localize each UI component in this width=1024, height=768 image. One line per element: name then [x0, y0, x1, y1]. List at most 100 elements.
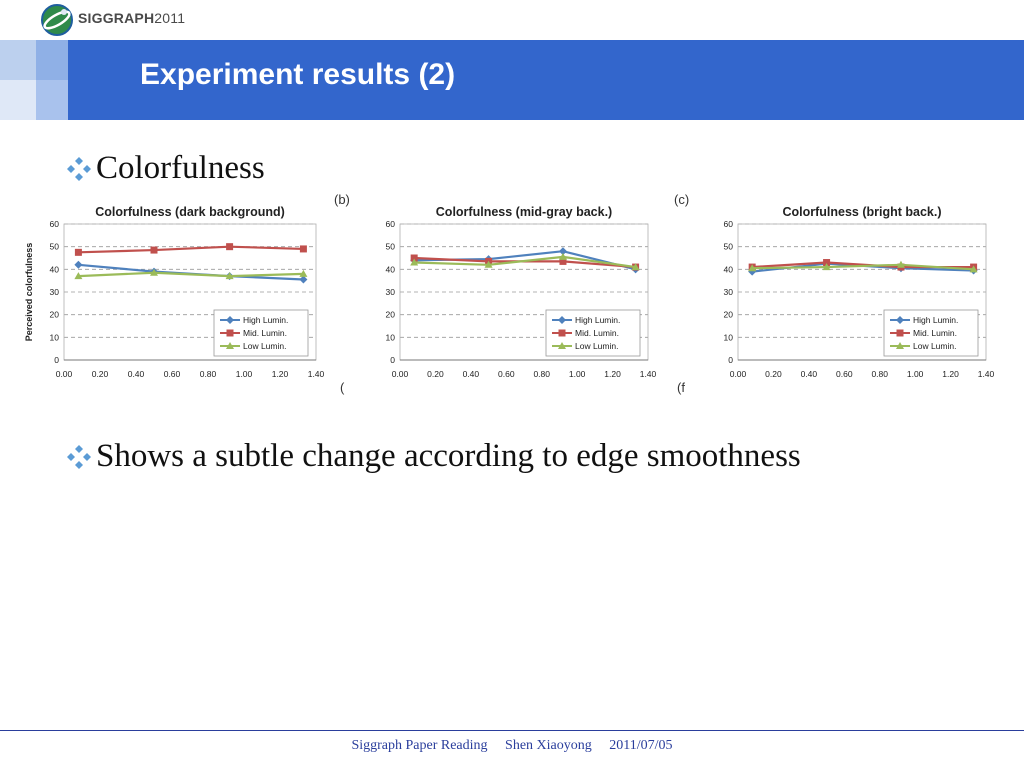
legend-label: High Lumin. [913, 315, 958, 325]
x-tick-label: 0.00 [392, 369, 409, 379]
data-point [896, 260, 905, 268]
panel-caption-e: ( [340, 380, 345, 395]
y-tick-label: 40 [50, 264, 60, 274]
diamond-bullet-icon [67, 156, 91, 181]
legend-label: Mid. Lumin. [575, 328, 619, 338]
y-tick-label: 40 [724, 264, 734, 274]
legend-label: High Lumin. [243, 315, 288, 325]
bullet-colorfulness: Colorfulness [66, 150, 265, 187]
data-point [226, 243, 234, 251]
y-tick-label: 20 [386, 310, 396, 320]
series-line [78, 271, 304, 278]
data-point [299, 245, 307, 253]
y-tick-label: 30 [50, 287, 60, 297]
x-tick-label: 0.40 [463, 369, 480, 379]
y-axis-label: Perceived colorfulness [24, 243, 34, 342]
legend-label: Mid. Lumin. [913, 328, 957, 338]
y-tick-label: 10 [386, 332, 396, 342]
y-tick-label: 0 [728, 355, 733, 365]
chart-dark-background: Colorfulness (dark background) Perceived … [20, 198, 330, 386]
legend-label: Mid. Lumin. [243, 328, 287, 338]
logo-wordmark: SIGGRAPH2011 [78, 10, 186, 26]
x-tick-label: 0.60 [164, 369, 181, 379]
data-point [748, 264, 757, 272]
y-tick-label: 10 [724, 332, 734, 342]
x-tick-label: 0.40 [801, 369, 818, 379]
deco-square [36, 40, 72, 80]
x-tick-label: 0.80 [200, 369, 217, 379]
legend-marker [226, 316, 234, 324]
footer-divider [0, 730, 1024, 731]
y-tick-label: 0 [54, 355, 59, 365]
colorfulness-mid-gray-chart: Colorfulness (mid-gray back.) 0 10 20 30 40 50… [386, 205, 657, 379]
panel-caption-b: (b) [334, 192, 350, 207]
deco-square [0, 40, 36, 80]
legend-label: High Lumin. [575, 315, 620, 325]
data-point [150, 246, 158, 254]
x-tick-label: 0.80 [871, 369, 888, 379]
footer-event: Siggraph Paper Reading [351, 738, 488, 753]
legend-marker [226, 329, 234, 337]
bullet-subtle-change: Shows a subtle change according to edge … [66, 438, 801, 475]
data-point [74, 248, 82, 256]
series-line [78, 263, 304, 281]
chart-title: Colorfulness (dark background) [95, 205, 285, 219]
x-tick-label: 1.40 [978, 369, 995, 379]
data-point [74, 272, 83, 280]
chart-title: Colorfulness (mid-gray back.) [436, 205, 612, 219]
x-tick-label: 0.20 [427, 369, 444, 379]
x-tick-label: 0.00 [730, 369, 747, 379]
colorfulness-bright-chart: Colorfulness (bright back.) 0 10 20 30 40 50 60… [724, 205, 995, 379]
data-point [410, 258, 419, 266]
legend-marker [896, 316, 904, 324]
data-point [299, 275, 308, 284]
siggraph-logo: SIGGRAPH2011 [40, 0, 240, 40]
panel-caption-c: (c) [674, 192, 690, 207]
y-tick-label: 30 [724, 287, 734, 297]
diamond-bullet-icon [67, 444, 91, 469]
data-point [484, 260, 493, 268]
series-line [414, 255, 636, 269]
data-point [558, 252, 567, 260]
data-point [74, 260, 83, 269]
legend-marker [558, 342, 566, 349]
data-point [150, 268, 158, 276]
x-tick-label: 0.80 [533, 369, 550, 379]
data-point [299, 269, 308, 277]
x-tick-label: 1.40 [308, 369, 325, 379]
data-point [969, 265, 978, 273]
legend-label: Low Lumin. [913, 341, 956, 351]
legend-marker [558, 316, 566, 324]
x-tick-label: 1.20 [272, 369, 289, 379]
data-point [410, 254, 418, 262]
x-tick-label: 0.60 [836, 369, 853, 379]
y-tick-label: 60 [724, 219, 734, 229]
chart-title: Colorfulness (bright back.) [782, 205, 941, 219]
y-tick-label: 0 [390, 355, 395, 365]
data-point [225, 272, 234, 280]
y-tick-label: 50 [50, 242, 60, 252]
chart-bright-background: Colorfulness (bright back.) 0 10 20 30 40 50 60… [700, 198, 1000, 386]
x-tick-label: 1.20 [604, 369, 621, 379]
legend-marker [896, 342, 904, 349]
y-tick-label: 20 [50, 310, 60, 320]
legend-marker [896, 329, 904, 337]
legend-marker [226, 342, 234, 349]
y-tick-label: 10 [50, 332, 60, 342]
x-tick-label: 0.00 [56, 369, 73, 379]
bullet-text: Colorfulness [96, 150, 265, 186]
y-tick-label: 50 [724, 242, 734, 252]
y-tick-label: 60 [386, 219, 396, 229]
deco-square [36, 80, 72, 120]
legend-label: Low Lumin. [243, 341, 286, 351]
footer-author: Shen Xiaoyong [505, 738, 592, 753]
x-tick-label: 1.40 [640, 369, 657, 379]
y-tick-label: 30 [386, 287, 396, 297]
data-point [559, 257, 567, 265]
x-tick-label: 0.40 [128, 369, 145, 379]
y-tick-label: 20 [724, 310, 734, 320]
x-tick-label: 0.60 [498, 369, 515, 379]
slide-title: Experiment results (2) [140, 58, 456, 91]
legend-marker [558, 329, 566, 337]
data-point [558, 247, 567, 256]
